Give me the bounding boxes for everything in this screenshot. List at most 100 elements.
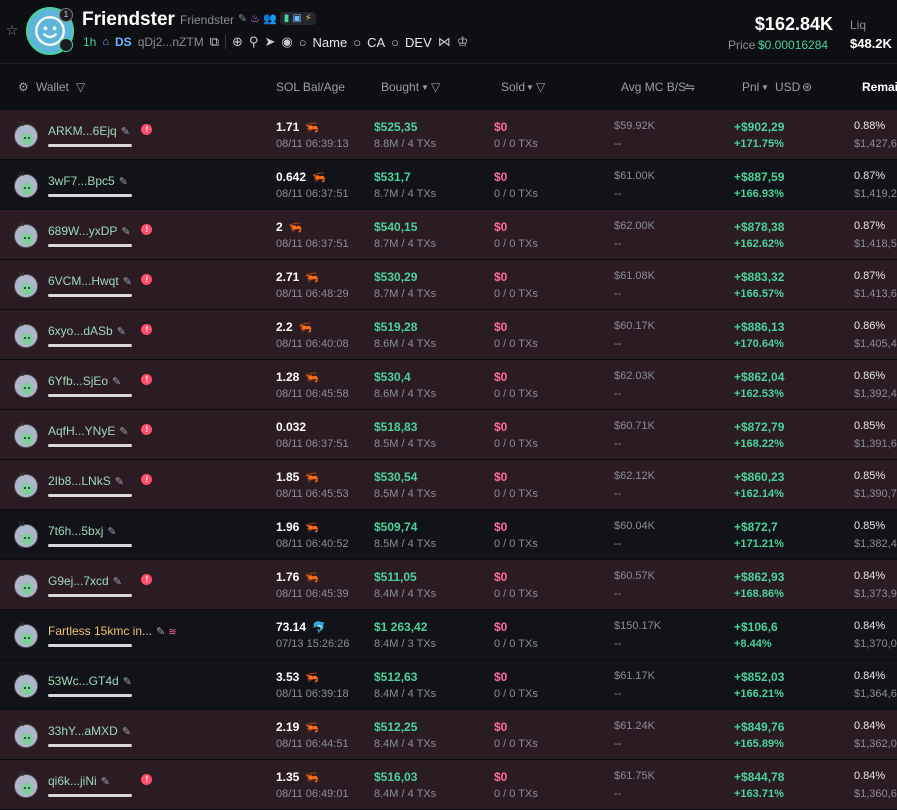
wallet-address[interactable]: 3wF7...Bpc5 [48,174,115,188]
wallet-link[interactable]: 33hY...aMXD ✎ [48,724,131,738]
wallet-link[interactable]: 3wF7...Bpc5 ✎ [48,174,128,188]
wallet-avatar[interactable] [14,224,38,248]
star-icon[interactable]: ☆ [5,22,19,38]
wallet-link[interactable]: 6VCM...Hwqt ✎ [48,274,132,288]
ds-link[interactable]: DS [115,35,132,49]
search-dev-icon[interactable]: ○ [391,34,400,50]
search-name-link[interactable]: Name [312,34,348,50]
token-address[interactable]: qDj2...nZTM [137,35,204,49]
wallet-address[interactable]: Fartless 15kmc in... [48,624,153,638]
edit-icon[interactable]: ✎ [119,426,129,438]
wallet-link[interactable]: ARKM...6Ejq ✎ [48,124,130,138]
wallet-address[interactable]: 7t6h...5bxj [48,524,104,538]
wallet-address[interactable]: qi6k...jiNi [48,774,97,788]
wallet-link[interactable]: 2Ib8...LNkS ✎ [48,474,124,488]
wallet-address[interactable]: G9ej...7xcd [48,574,109,588]
table-row[interactable]: 27 6xyo...dASb ✎! 2.2 🦐 08/11 06:40:08 $519,28… [0,310,897,360]
wallet-address[interactable]: 689W...yxDP [48,224,118,238]
table-row[interactable]: 24 3wF7...Bpc5 ✎ 0.642 🦐 08/11 06:37:51 $531,7… [0,160,897,210]
column-wallet[interactable]: Wallet [36,80,69,94]
filter-sold-icon[interactable]: ▽ [536,80,546,94]
table-row[interactable]: 34 53Wc...GT4d ✎ 3.53 🦐 08/11 06:39:18 $512,63… [0,660,897,710]
copy-icon[interactable]: ⧉ [209,34,219,49]
wallet-avatar[interactable] [14,424,38,448]
table-row[interactable]: 35 33hY...aMXD ✎ 2.19 🦐 08/11 06:44:51 $512,25… [0,710,897,760]
wallet-link[interactable]: 6xyo...dASb ✎ [48,324,126,338]
wallet-link[interactable]: qi6k...jiNi ✎ [48,774,110,788]
wallet-link[interactable]: AqfH...YNyE ✎ [48,424,129,438]
wallet-avatar[interactable] [14,324,38,348]
currency-toggle-icon[interactable]: ⊛ [802,80,813,94]
wallet-address[interactable]: ARKM...6Ejq [48,124,117,138]
wallet-address[interactable]: 6VCM...Hwqt [48,274,119,288]
edit-icon[interactable]: ✎ [120,126,130,138]
table-row[interactable]: 29 AqfH...YNyE ✎! 0.032 08/11 06:37:51 $518,8… [0,410,897,460]
sort-pnl-icon[interactable]: ▼ [761,83,769,92]
table-row[interactable]: 25 689W...yxDP ✎! 2 🦐 08/11 06:37:51 $540,15 8.… [0,210,897,260]
wallet-avatar[interactable] [14,674,38,698]
wallet-avatar[interactable] [14,374,38,398]
telegram-icon[interactable]: ➤ [264,34,276,49]
pump-icon[interactable]: ◉ [281,34,293,49]
edit-icon[interactable]: ✎ [100,776,110,788]
edit-icon[interactable]: ✎ [122,276,132,288]
edit-icon[interactable]: ✎ [156,626,166,638]
search-ca-link[interactable]: CA [367,34,386,50]
table-row[interactable]: 23 ARKM...6Ejq ✎! 1.71 🦐 08/11 06:39:13 $525,3… [0,110,897,160]
swap-icon[interactable]: ⇋ [685,80,696,94]
search-ca-icon[interactable]: ○ [353,34,362,50]
table-row[interactable]: 33 Fartless 15kmc in... ✎ ≋ 73.14 🐬 07/13 15:2… [0,610,897,660]
table-row[interactable]: 26 6VCM...Hwqt ✎! 2.71 🦐 08/11 06:48:29 $530,2… [0,260,897,310]
edit-icon[interactable]: ✎ [238,13,248,25]
column-bought[interactable]: Bought [381,80,420,94]
wallet-address[interactable]: 6xyo...dASb [48,324,113,338]
wallet-address[interactable]: 6Yfb...SjEo [48,374,109,388]
edit-icon[interactable]: ✎ [112,376,122,388]
column-sol-bal[interactable]: SOL Bal/Age [276,80,345,94]
wallet-link[interactable]: 7t6h...5bxj ✎ [48,524,117,538]
edit-icon[interactable]: ✎ [122,676,132,688]
wallet-avatar[interactable] [14,724,38,748]
wallet-avatar[interactable] [14,274,38,298]
column-remaining[interactable]: Remai [862,80,897,94]
wallet-avatar[interactable] [14,124,38,148]
filter-icon[interactable]: ▽ [76,80,86,94]
person-icon[interactable]: ⚲ [248,34,259,49]
wallet-avatar[interactable] [14,774,38,798]
wallet-avatar[interactable] [14,524,38,548]
search-name-icon[interactable]: ○ [298,34,307,50]
wallet-address[interactable]: AqfH...YNyE [48,424,116,438]
crown-icon[interactable]: ♔ [456,34,469,49]
search-dev-link[interactable]: DEV [405,34,432,50]
wallet-link[interactable]: G9ej...7xcd ✎ [48,574,122,588]
globe-icon[interactable]: ⊕ [232,34,243,49]
edit-icon[interactable]: ✎ [107,526,117,538]
wallet-avatar[interactable] [14,474,38,498]
edit-icon[interactable]: ✎ [121,226,131,238]
column-pnl[interactable]: Pnl [742,80,760,94]
wallet-address[interactable]: 53Wc...GT4d [48,674,119,688]
column-usd[interactable]: USD [775,80,801,94]
edit-icon[interactable]: ✎ [112,576,122,588]
wallet-link[interactable]: 53Wc...GT4d ✎ [48,674,132,688]
column-sold[interactable]: Sold [501,80,526,94]
table-row[interactable]: 28 6Yfb...SjEo ✎! 1.28 🦐 08/11 06:45:58 $530,4… [0,360,897,410]
wallet-link[interactable]: 6Yfb...SjEo ✎ [48,374,121,388]
wallet-address[interactable]: 2Ib8...LNkS [48,474,111,488]
wallet-avatar[interactable] [14,624,38,648]
sort-sold-icon[interactable]: ▼ [526,83,534,92]
wallet-link[interactable]: 689W...yxDP ✎ [48,224,131,238]
sort-bought-icon[interactable]: ▼ [421,83,429,92]
table-row[interactable]: 36 qi6k...jiNi ✎! 1.35 🦐 08/11 06:49:01 $516,0… [0,760,897,810]
table-row[interactable]: 32 G9ej...7xcd ✎! 1.76 🦐 08/11 06:45:39 $511,0… [0,560,897,610]
column-avg-mc[interactable]: Avg MC B/S [621,80,687,94]
wallet-link[interactable]: Fartless 15kmc in... ✎ ≋ [48,624,177,638]
share-icon[interactable]: ⋈ [437,34,451,49]
wallet-avatar[interactable] [14,574,38,598]
edit-icon[interactable]: ✎ [114,476,124,488]
wallet-avatar[interactable] [14,174,38,198]
filter-bought-icon[interactable]: ▽ [431,80,441,94]
edit-icon[interactable]: ✎ [118,176,128,188]
table-row[interactable]: 31 7t6h...5bxj ✎ 1.96 🦐 08/11 06:40:52 $509,74… [0,510,897,560]
wallet-address[interactable]: 33hY...aMXD [48,724,118,738]
